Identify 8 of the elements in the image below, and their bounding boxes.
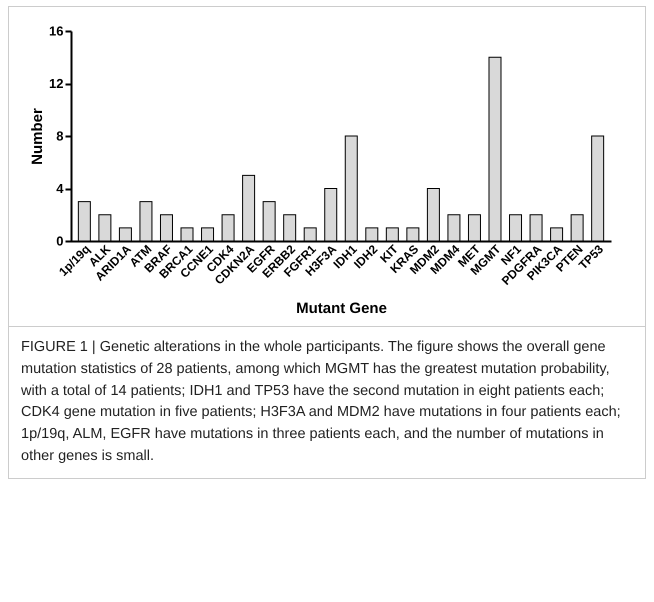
y-tick-label: 12: [49, 76, 64, 91]
y-tick-label: 0: [56, 234, 64, 248]
y-tick-label: 8: [56, 128, 64, 144]
y-tick-label: 4: [56, 181, 64, 196]
x-axis-title: Mutant Gene: [296, 300, 387, 318]
y-axis-title: Number: [29, 108, 46, 165]
caption: FIGURE 1 | Genetic alterations in the whole participants. The figure shows the overall gene mutation statistics of 28 patients, among which MGMT has the greatest mutation probability, with a total of 14 patients; IDH1 and TP53 have the second mutation in eight patients each; CDK4 gene mutation in five patients; H3F3A and MDM2 have mutations in four patients each; 1p/19q, ALM, EGFR have mutations in three patients each, and the number of mutations in other genes is small.: [21, 338, 622, 466]
y-tick-label: 16: [49, 24, 64, 38]
